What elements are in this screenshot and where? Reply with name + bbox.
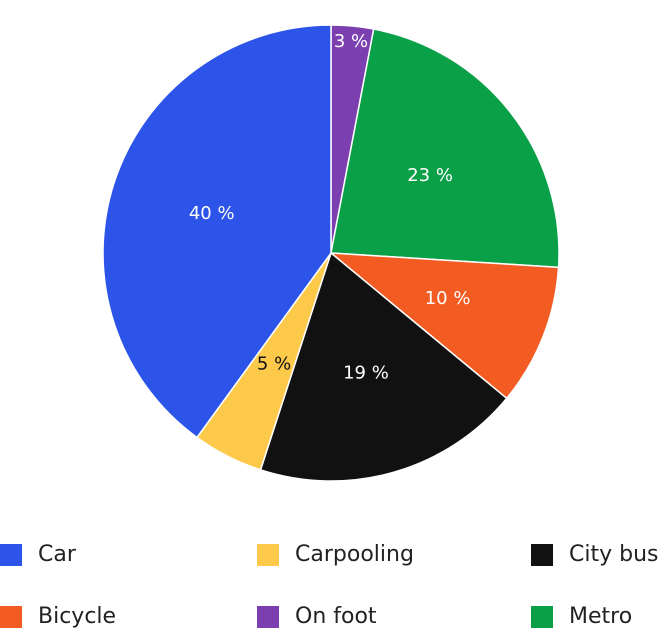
slice-label: 5 %	[257, 354, 291, 375]
legend-swatch	[531, 544, 553, 566]
slice-label: 10 %	[425, 288, 471, 309]
slice-label: 23 %	[407, 165, 453, 186]
slice-label: 40 %	[189, 203, 235, 224]
legend-swatch	[257, 606, 279, 628]
legend-label: City bus	[569, 542, 658, 567]
legend-label: Carpooling	[295, 542, 414, 567]
pie-slice	[328, 252, 560, 400]
legend-label: On foot	[295, 604, 377, 629]
legend-swatch	[257, 544, 279, 566]
legend-swatch	[0, 606, 22, 628]
legend-label: Car	[38, 542, 77, 567]
legend-label: Metro	[569, 604, 632, 629]
legend-swatch	[0, 544, 22, 566]
pie-slice	[102, 24, 332, 439]
pie-slice	[330, 28, 560, 269]
legend-swatch	[531, 606, 553, 628]
slice-label: 19 %	[343, 362, 389, 383]
pie-slice	[259, 251, 508, 482]
slice-label: 3 %	[334, 31, 368, 52]
legend-label: Bicycle	[38, 604, 116, 629]
